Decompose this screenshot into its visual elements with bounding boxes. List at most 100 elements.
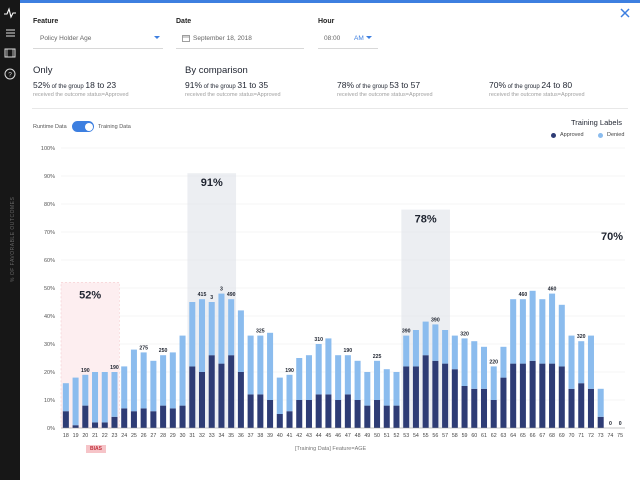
bar-denied	[228, 299, 235, 356]
list-icon[interactable]	[3, 26, 17, 40]
x-tick-label: 39	[267, 433, 273, 439]
x-tick-label: 20	[82, 433, 88, 439]
bar-denied	[276, 377, 283, 414]
stat-pct: 91%	[185, 80, 203, 90]
hour-underline	[318, 48, 378, 49]
legend-denied-label: Denied	[607, 131, 625, 138]
x-tick-label: 27	[150, 433, 156, 439]
bar-approved	[568, 388, 575, 428]
help-icon[interactable]: ?	[3, 67, 17, 81]
bar-approved	[130, 411, 137, 428]
stat-range: 18 to 23	[85, 80, 117, 90]
bar-approved	[160, 405, 167, 428]
x-tick-label: 47	[345, 433, 351, 439]
left-sidebar: ?	[0, 0, 20, 480]
bar-approved	[461, 386, 468, 428]
data-source-toggle[interactable]	[72, 121, 94, 132]
bar-data-label: 190	[81, 368, 90, 374]
film-icon[interactable]	[3, 46, 17, 60]
x-tick-label: 57	[442, 433, 448, 439]
bar-denied	[578, 341, 585, 384]
x-tick-label: 23	[112, 433, 118, 439]
bar-denied	[432, 324, 439, 361]
stat-mid: of the group	[50, 84, 86, 90]
bar-denied	[286, 374, 293, 412]
feature-underline	[33, 48, 163, 49]
x-tick-label: 58	[452, 433, 458, 439]
ampm-select[interactable]: AM	[354, 35, 364, 42]
chevron-down-icon[interactable]	[366, 36, 372, 39]
x-tick-label: 22	[102, 433, 108, 439]
bar-data-label: 325	[256, 329, 265, 335]
stat-mid: of the group	[506, 84, 542, 90]
section-divider	[32, 108, 628, 109]
x-tick-label: 62	[491, 433, 497, 439]
pulse-icon[interactable]	[3, 6, 17, 20]
bar-approved	[393, 405, 400, 428]
y-tick-label: 0%	[47, 426, 55, 432]
bar-denied	[237, 310, 244, 372]
bar-denied	[208, 302, 215, 356]
comparison-stat-3: 70% of the group 24 to 80	[489, 80, 572, 90]
x-tick-label: 56	[432, 433, 438, 439]
x-tick-label: 40	[277, 433, 283, 439]
bar-denied	[72, 377, 79, 426]
bar-approved	[549, 363, 556, 428]
date-label: Date	[176, 18, 192, 25]
bar-denied	[383, 369, 390, 406]
x-tick-label: 53	[403, 433, 409, 439]
bar-approved	[169, 408, 176, 428]
y-tick-label: 30%	[44, 342, 55, 348]
bar-data-label: 490	[227, 292, 236, 298]
bar-denied	[140, 352, 147, 409]
x-tick-label: 74	[607, 433, 613, 439]
close-icon[interactable]	[618, 6, 632, 20]
legend-denied-swatch	[598, 133, 603, 138]
bar-data-label: 390	[431, 317, 440, 323]
chevron-down-icon[interactable]	[154, 36, 160, 39]
stat-pct: 52%	[33, 80, 51, 90]
bar-approved	[237, 372, 244, 428]
comparison-stat-1: 91% of the group 31 to 35	[185, 80, 268, 90]
bar-approved	[267, 400, 274, 428]
bias-badge: BIAS	[86, 445, 106, 453]
bar-denied	[461, 338, 468, 386]
bar-denied	[325, 338, 332, 395]
x-tick-label: 38	[257, 433, 263, 439]
x-tick-label: 29	[170, 433, 176, 439]
hour-input[interactable]: 08:00	[324, 35, 341, 42]
y-tick-label: 70%	[44, 230, 55, 236]
x-tick-label: 45	[325, 433, 331, 439]
x-tick-label: 28	[160, 433, 166, 439]
bar-approved	[121, 408, 128, 428]
x-tick-label: 60	[471, 433, 477, 439]
feature-label: Feature	[33, 18, 59, 25]
bar-approved	[510, 363, 517, 428]
bar-denied	[218, 293, 225, 364]
y-tick-label: 80%	[44, 202, 55, 208]
only-heading: Only	[33, 65, 53, 76]
group-pct-label: 70%	[601, 231, 623, 243]
bar-denied	[101, 372, 108, 423]
bar-approved	[296, 400, 303, 428]
legend-approved-label: Approved	[560, 131, 584, 138]
feature-select[interactable]: Policy Holder Age	[40, 35, 92, 42]
x-tick-label: 54	[413, 433, 419, 439]
bar-approved	[276, 414, 283, 428]
y-tick-label: 100%	[41, 146, 55, 152]
bias-group-overlay	[60, 282, 120, 429]
bar-denied	[257, 335, 264, 395]
bar-approved	[471, 388, 478, 428]
date-input[interactable]: September 18, 2018	[193, 35, 252, 42]
y-tick-label: 40%	[44, 314, 55, 320]
x-tick-label: 19	[73, 433, 79, 439]
bar-approved	[228, 355, 235, 428]
bar-denied	[374, 360, 381, 400]
bar-approved	[364, 405, 371, 428]
bar-denied	[403, 335, 410, 367]
bar-denied	[412, 330, 419, 367]
bar-denied	[150, 360, 157, 412]
bar-approved	[101, 422, 108, 428]
top-accent-bar	[20, 0, 640, 3]
bar-approved	[480, 388, 488, 428]
